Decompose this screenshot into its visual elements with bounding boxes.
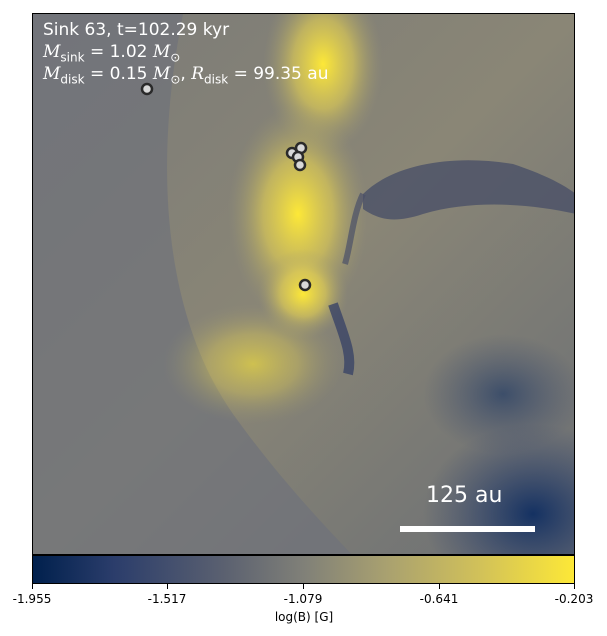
colorbar-tick-label: -1.517 <box>147 592 187 606</box>
scale-bar-label: 125 au <box>426 483 503 508</box>
colorbar-tick <box>32 584 33 589</box>
colorbar-tick-label: -1.079 <box>283 592 323 606</box>
sink-mass-label: Msink = 1.02 M⊙ <box>43 42 181 65</box>
colorbar-tick <box>574 584 575 589</box>
scale-bar <box>400 526 535 532</box>
colorbar-tick-label: -1.955 <box>12 592 52 606</box>
sink-markers <box>140 82 312 292</box>
colorbar-tick <box>167 584 168 589</box>
sink-marker <box>293 158 307 172</box>
magnetic-field-map: Sink 63, t=102.29 kyr Msink = 1.02 M⊙ Md… <box>32 13 575 555</box>
sink-marker <box>298 278 312 292</box>
disk-info-label: Mdisk = 0.15 M⊙, Rdisk = 99.35 au <box>43 64 329 87</box>
colorbar <box>32 555 575 584</box>
colorbar-tick-label: -0.203 <box>554 592 594 606</box>
sink-marker <box>140 82 154 96</box>
colorbar-tick <box>303 584 304 589</box>
colorbar-tick-label: -0.641 <box>419 592 459 606</box>
colorbar-label: log(B) [G] <box>274 610 334 624</box>
sink-info-title: Sink 63, t=102.29 kyr <box>43 20 230 40</box>
colorbar-tick <box>439 584 440 589</box>
field-image <box>33 14 574 554</box>
